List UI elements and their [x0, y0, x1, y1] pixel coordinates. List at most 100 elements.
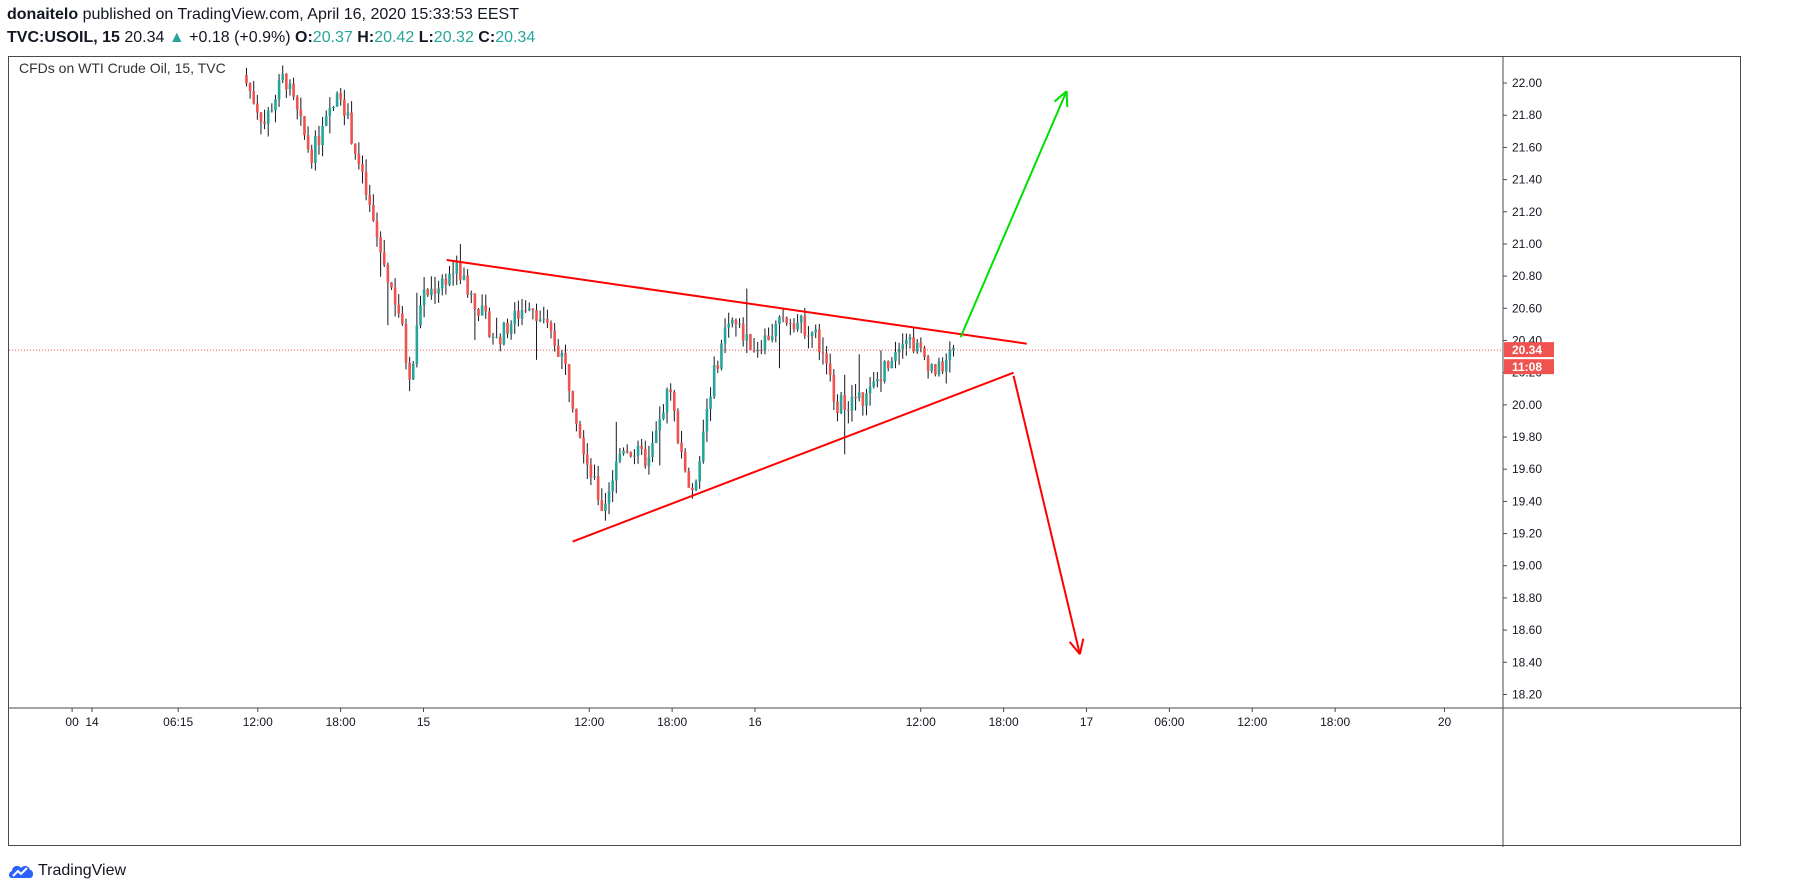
x-tick-label: 16	[748, 715, 762, 729]
candle-up	[948, 350, 952, 361]
candle-up	[810, 332, 814, 337]
tradingview-cloud-icon	[9, 865, 33, 878]
candle-up	[731, 319, 734, 324]
chart-container[interactable]: 22.00 21.80 21.60 21.40 21.20 21.00 20.80 20.60…	[8, 56, 1742, 847]
candle-up	[865, 393, 868, 406]
candle-up	[658, 418, 662, 431]
candle-down	[549, 322, 553, 332]
candle-down	[825, 353, 828, 364]
candle-down	[531, 308, 535, 311]
y-tick-label: 18.20	[1512, 687, 1542, 701]
y-tick-label: 18.60	[1512, 623, 1542, 637]
candle-down	[923, 347, 926, 358]
candle-up	[897, 349, 901, 353]
candle-up	[720, 343, 723, 369]
candle-down	[375, 220, 379, 238]
candle-down	[408, 362, 411, 380]
candle-down	[564, 352, 567, 365]
last-price-tag	[1504, 342, 1554, 358]
candle-down	[596, 476, 600, 501]
candle-up	[288, 83, 292, 90]
candle-up	[324, 115, 328, 126]
candle-up	[611, 480, 614, 492]
candle-up	[618, 453, 622, 462]
resistance-trendline[interactable]	[446, 259, 1027, 345]
candle-up	[876, 379, 879, 382]
y-tick-label: 18.40	[1512, 655, 1542, 669]
low-value: 20.32	[433, 29, 474, 46]
candle-down	[382, 252, 386, 266]
candle-up	[560, 352, 564, 357]
candle-down	[259, 112, 263, 122]
candle-up	[763, 335, 767, 352]
candle-down	[256, 103, 259, 113]
y-tick-label: 21.40	[1512, 173, 1542, 187]
candle-up	[901, 344, 905, 350]
y-tick-label: 19.20	[1512, 527, 1542, 541]
candle-down	[821, 352, 825, 354]
candle-down	[600, 500, 604, 511]
candle-down	[299, 109, 303, 117]
candle-down	[941, 361, 944, 372]
candle-down	[466, 275, 469, 295]
candle-down	[676, 410, 680, 443]
support-trendline[interactable]	[572, 371, 1014, 543]
candle-up	[868, 386, 872, 394]
candle-up	[774, 323, 778, 337]
candle-up	[411, 363, 415, 380]
candle-down	[556, 345, 560, 357]
candle-up	[636, 445, 640, 456]
candle-down	[879, 379, 883, 382]
candle-down	[792, 323, 796, 330]
x-tick-label: 12:00	[574, 715, 604, 729]
candle-up	[593, 476, 596, 478]
candle-up	[321, 125, 324, 146]
candle-down	[854, 396, 857, 399]
x-tick-label: 06:00	[1154, 715, 1184, 729]
candle-up	[314, 136, 317, 163]
candle-up	[850, 396, 854, 411]
price-chart[interactable]: 22.00 21.80 21.60 21.40 21.20 21.00 20.80 20.60…	[9, 57, 1742, 847]
scenario-arrow-down[interactable]	[1012, 375, 1081, 655]
candle-down	[843, 395, 847, 410]
candle-up	[437, 288, 440, 294]
candle-up	[702, 431, 705, 462]
candle-up	[694, 481, 698, 491]
countdown-tag	[1504, 359, 1554, 375]
tradingview-logo[interactable]: TradingView	[8, 862, 126, 880]
high-value: 20.42	[374, 29, 415, 46]
candle-up	[944, 360, 948, 372]
candle-down	[716, 365, 720, 369]
candle-up	[952, 347, 955, 351]
close-value: 20.34	[495, 29, 536, 46]
scenario-arrow-up[interactable]	[959, 90, 1068, 338]
candle-up	[430, 288, 433, 296]
y-tick-label: 18.80	[1512, 591, 1542, 605]
candle-down	[749, 334, 752, 351]
candle-down	[306, 135, 310, 150]
candle-down	[353, 143, 357, 154]
x-tick-label: 18:00	[326, 715, 356, 729]
y-tick-label: 21.80	[1512, 108, 1542, 122]
x-tick-label: 17	[1080, 715, 1094, 729]
candle-up	[770, 336, 774, 341]
candle-up	[857, 392, 861, 399]
candle-down	[488, 311, 491, 337]
y-tick-label: 19.80	[1512, 430, 1542, 444]
candle-up	[266, 110, 270, 124]
publish-date: published on TradingView.com, April 16, …	[82, 6, 519, 23]
publish-info: donaitelo published on TradingView.com, …	[7, 6, 519, 24]
x-tick-label: 20	[1438, 715, 1452, 729]
candle-down	[691, 487, 694, 491]
symbol-label: TVC:USOIL, 15	[7, 29, 120, 46]
candle-up	[274, 99, 277, 111]
candle-up	[814, 329, 818, 333]
candle-down	[248, 83, 252, 92]
candle-down	[575, 408, 578, 425]
candle-up	[607, 491, 611, 504]
candle-up	[509, 324, 513, 334]
author-name[interactable]: donaitelo	[7, 6, 79, 23]
candle-up	[651, 443, 654, 458]
candle-down	[752, 350, 756, 352]
candle-up	[502, 322, 506, 345]
